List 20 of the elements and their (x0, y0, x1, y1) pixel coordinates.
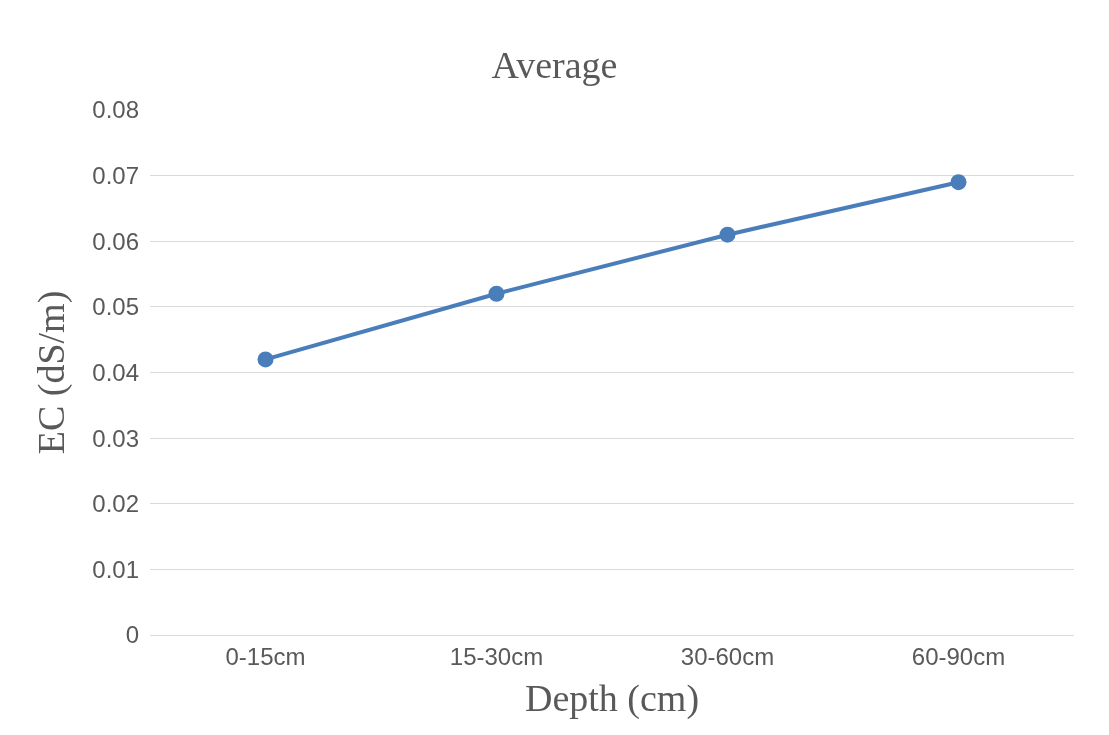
point (950, 174, 967, 191)
y-axis-title: EC (dS/m) (30, 290, 74, 455)
point (719, 226, 736, 243)
x-tick-label: 60-90cm (911, 642, 1006, 670)
y-tick-label: 0.07 (92, 162, 139, 190)
chart-title: Average (491, 44, 618, 87)
y-tick-label: 0 (125, 621, 139, 649)
y-tick-label: 0.05 (92, 293, 139, 321)
y-tick-label: 0.06 (92, 227, 139, 255)
y-tick-label: 0.03 (92, 424, 139, 452)
x-tick-label: 0-15cm (225, 642, 306, 670)
y-tick-label: 0.02 (92, 490, 139, 518)
y-tick-label: 0.04 (92, 358, 139, 386)
point (488, 285, 505, 302)
y-tick-label: 0.08 (92, 96, 139, 124)
y-tick-label: 0.01 (92, 555, 139, 583)
x-tick-label: 15-30cm (449, 642, 544, 670)
x-tick-label: 30-60cm (680, 642, 775, 670)
x-axis-title: Depth (cm) (524, 676, 700, 720)
point (257, 351, 274, 368)
